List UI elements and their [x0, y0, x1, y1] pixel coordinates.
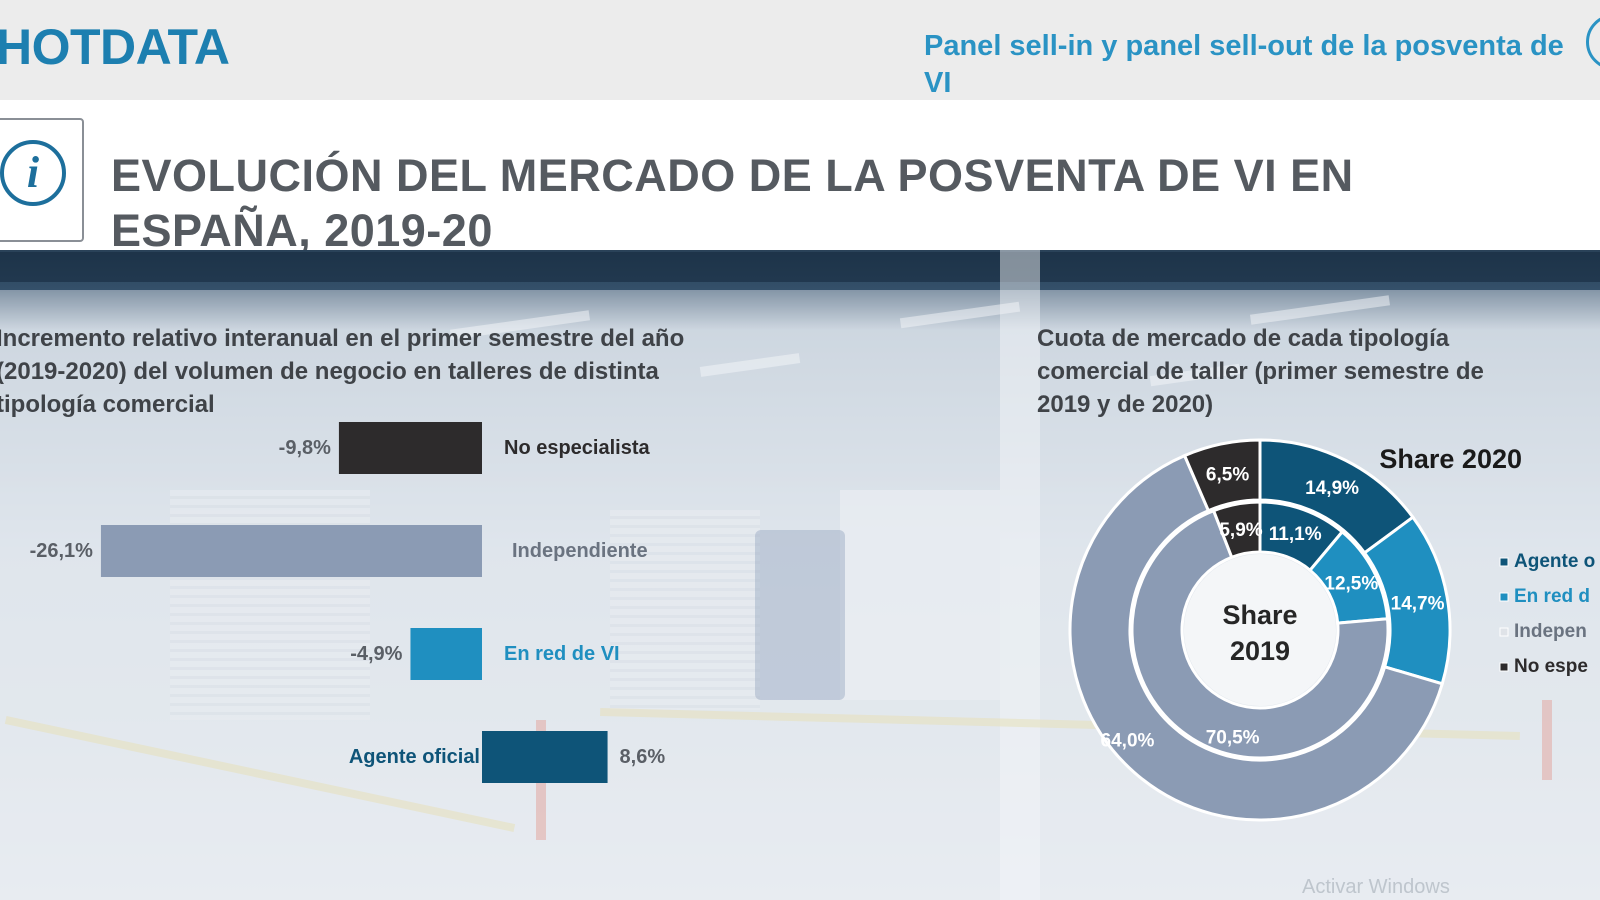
- donut-slice: [1130, 508, 1390, 760]
- legend-swatch: [1499, 627, 1509, 637]
- legend-entry: Agente o: [1514, 551, 1595, 572]
- inner-ring-label: Share: [1222, 600, 1297, 630]
- title-band: [0, 100, 1600, 250]
- page-title-line1: EVOLUCIÓN DEL MERCADO DE LA POSVENTA DE …: [111, 150, 1354, 201]
- outer-ring-label: Share 2020: [1379, 444, 1522, 474]
- donut-chart-title-line2: comercial de taller (primer semestre de: [1037, 358, 1484, 385]
- slice-value-label: 14,9%: [1305, 478, 1359, 499]
- bar: [100, 525, 482, 577]
- bar-chart: -9,8% No especialista -26,1% Independiente -…: [30, 422, 666, 783]
- donut-chart-title-line1: Cuota de mercado de cada tipología: [1037, 325, 1450, 352]
- panel-title-line2: VI: [924, 67, 952, 99]
- donut-chart-title-line3: 2019 y de 2020): [1037, 391, 1214, 418]
- bar: [482, 731, 608, 783]
- slice-value-label: 14,7%: [1391, 593, 1445, 614]
- bar-value-label: 8,6%: [620, 746, 666, 768]
- legend-swatch: [1499, 557, 1509, 567]
- bar-value-label: -4,9%: [350, 643, 402, 665]
- watermark-text: Activar Windows: [1302, 876, 1450, 898]
- info-icon: [0, 140, 66, 206]
- brand-logo-text: HOTDATA: [0, 19, 230, 75]
- slice-value-label: 64,0%: [1101, 731, 1155, 752]
- header-bar: HOTDATA Panel sell-in y panel sell-out d…: [0, 0, 1600, 100]
- bar: [338, 422, 482, 474]
- page-title-line2: ESPAÑA, 2019-20: [111, 205, 493, 256]
- inner-ring-label: 2019: [1230, 636, 1290, 666]
- info-icon-glyph: i: [26, 148, 40, 197]
- bar-chart-title-line3: tipología comercial: [0, 391, 215, 418]
- donut-slice: [1211, 500, 1262, 560]
- legend-entry: No espe: [1514, 656, 1588, 677]
- donut-hole: [1184, 554, 1336, 706]
- legend-entry: Indepen: [1514, 621, 1587, 642]
- bar-category-label: No especialista: [504, 437, 651, 459]
- bar-chart-title-line1: Incremento relativo interanual en el pri…: [0, 325, 685, 352]
- bar-chart-title: Incremento relativo interanual en el pri…: [0, 322, 796, 421]
- page-title: EVOLUCIÓN DEL MERCADO DE LA POSVENTA DE …: [111, 148, 1531, 258]
- bar-value-label: -9,8%: [279, 437, 331, 459]
- panel-title: Panel sell-in y panel sell-out de la pos…: [924, 28, 1600, 102]
- legend-swatch: [1499, 662, 1509, 672]
- slice-value-label: 5,9%: [1219, 520, 1262, 541]
- panel-title-line1: Panel sell-in y panel sell-out de la pos…: [924, 30, 1564, 62]
- slice-value-label: 70,5%: [1206, 728, 1260, 749]
- legend-entry: En red d: [1514, 586, 1590, 607]
- donut-chart-title: Cuota de mercado de cada tipología comer…: [1037, 322, 1597, 421]
- bar-chart-title-line2: (2019-2020) del volumen de negocio en ta…: [0, 358, 659, 385]
- donut-slice: [1182, 438, 1262, 513]
- bar: [410, 628, 482, 680]
- bar-category-label: Agente oficial: [349, 746, 480, 768]
- slice-value-label: 11,1%: [1269, 524, 1322, 545]
- bar-category-label: Independiente: [512, 540, 648, 562]
- donut-chart: 11,1% 12,5% 70,5% 5,9% 14,9% 14,7% 64,0% 6,5% Sh…: [1068, 438, 1595, 822]
- bar-value-label: -26,1%: [30, 540, 94, 562]
- bar-category-label: En red de VI: [504, 643, 620, 665]
- donut-slice: [1068, 453, 1445, 822]
- slice-value-label: 12,5%: [1324, 573, 1378, 594]
- slice-value-label: 6,5%: [1206, 464, 1249, 485]
- legend-swatch: [1499, 592, 1509, 602]
